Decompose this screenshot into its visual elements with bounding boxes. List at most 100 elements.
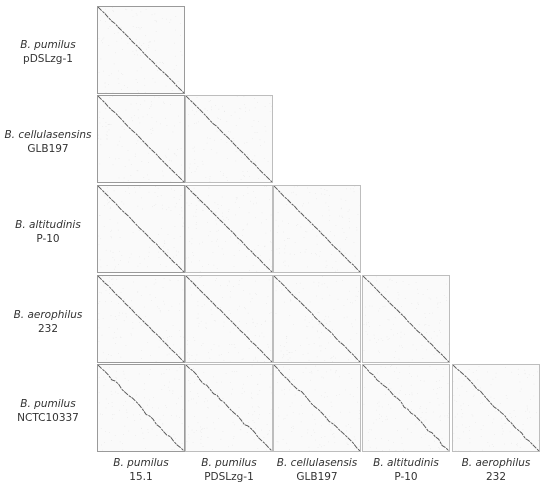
noise-dot	[381, 415, 382, 417]
noise-dot	[435, 368, 437, 370]
noise-dot	[267, 161, 269, 162]
noise-dot	[254, 107, 256, 109]
noise-dot	[269, 103, 271, 104]
noise-dot	[252, 420, 254, 421]
noise-dot	[179, 417, 180, 418]
noise-dot	[190, 203, 192, 204]
noise-dot	[251, 392, 252, 394]
dotplot-cell	[185, 185, 273, 273]
noise-dot	[142, 432, 144, 434]
noise-dot	[195, 228, 197, 229]
noise-dot	[189, 279, 191, 281]
noise-dot	[220, 119, 221, 120]
noise-dot	[236, 371, 238, 372]
noise-dot	[226, 133, 228, 135]
noise-dot	[296, 283, 297, 285]
noise-dot	[321, 283, 323, 285]
noise-dot	[145, 286, 147, 288]
noise-dot	[251, 397, 252, 398]
noise-dot	[369, 446, 371, 448]
noise-dot	[221, 248, 223, 250]
noise-dot	[111, 229, 112, 231]
noise-dot	[431, 337, 432, 339]
noise-dot	[429, 312, 431, 314]
noise-dot	[284, 265, 286, 267]
noise-dot	[196, 122, 198, 124]
noise-dot	[99, 117, 100, 118]
noise-dot	[248, 337, 250, 339]
noise-dot	[180, 148, 182, 150]
noise-dot	[107, 203, 109, 205]
noise-dot	[145, 316, 146, 317]
noise-dot	[213, 264, 215, 266]
noise-dot	[324, 435, 326, 437]
noise-dot	[415, 282, 417, 284]
noise-dot	[118, 140, 120, 142]
noise-dot	[401, 437, 402, 439]
noise-dot	[201, 160, 203, 162]
noise-dot	[142, 406, 144, 408]
noise-dot	[138, 315, 140, 316]
noise-dot	[218, 229, 219, 231]
noise-dot	[208, 235, 209, 237]
noise-dot	[196, 379, 198, 381]
noise-dot	[223, 253, 224, 255]
noise-dot	[183, 336, 184, 338]
noise-dot	[288, 223, 289, 225]
noise-dot	[242, 387, 243, 389]
noise-dot	[207, 436, 209, 438]
noise-dot	[493, 398, 495, 399]
noise-dot	[379, 325, 381, 326]
dotplot-cell	[97, 6, 185, 94]
noise-dot	[131, 117, 133, 119]
noise-dot	[139, 28, 141, 30]
noise-dot	[202, 163, 204, 165]
noise-dot	[244, 175, 245, 177]
noise-dot	[249, 109, 250, 111]
noise-dot	[266, 449, 267, 451]
noise-dot	[311, 319, 313, 321]
noise-dot	[172, 131, 174, 133]
noise-dot	[349, 411, 351, 413]
noise-dot	[254, 98, 255, 99]
noise-dot	[528, 374, 530, 376]
noise-dot	[125, 8, 126, 10]
noise-dot	[118, 177, 120, 179]
noise-dot	[398, 358, 400, 360]
noise-dot	[434, 440, 435, 442]
noise-dot	[112, 337, 114, 339]
noise-dot	[269, 430, 270, 431]
noise-dot	[239, 206, 240, 208]
noise-dot	[251, 126, 253, 127]
noise-dot	[124, 425, 126, 427]
noise-dot	[466, 391, 468, 392]
noise-dot	[353, 445, 355, 446]
noise-dot	[146, 48, 147, 50]
noise-dot	[150, 101, 152, 103]
noise-dot	[128, 37, 129, 38]
noise-dot	[215, 219, 217, 221]
noise-dot	[178, 90, 180, 92]
noise-dot	[353, 436, 355, 438]
noise-dot	[111, 393, 113, 395]
noise-dot	[132, 232, 134, 233]
noise-dot	[378, 339, 379, 341]
noise-dot	[488, 445, 490, 447]
noise-dot	[208, 100, 210, 102]
row-species: B. cellulasensins	[4, 129, 92, 141]
noise-dot	[173, 153, 175, 154]
noise-dot	[306, 231, 308, 233]
noise-dot	[208, 264, 209, 265]
noise-dot	[519, 447, 521, 448]
noise-dot	[218, 354, 220, 356]
noise-dot	[481, 449, 483, 451]
noise-dot	[393, 441, 394, 443]
noise-dot	[241, 392, 243, 394]
noise-dot	[289, 315, 291, 316]
noise-dot	[417, 302, 419, 304]
noise-dot	[443, 368, 444, 370]
noise-dot	[294, 294, 296, 296]
noise-dot	[162, 414, 164, 416]
noise-dot	[172, 393, 174, 394]
noise-dot	[200, 431, 202, 433]
